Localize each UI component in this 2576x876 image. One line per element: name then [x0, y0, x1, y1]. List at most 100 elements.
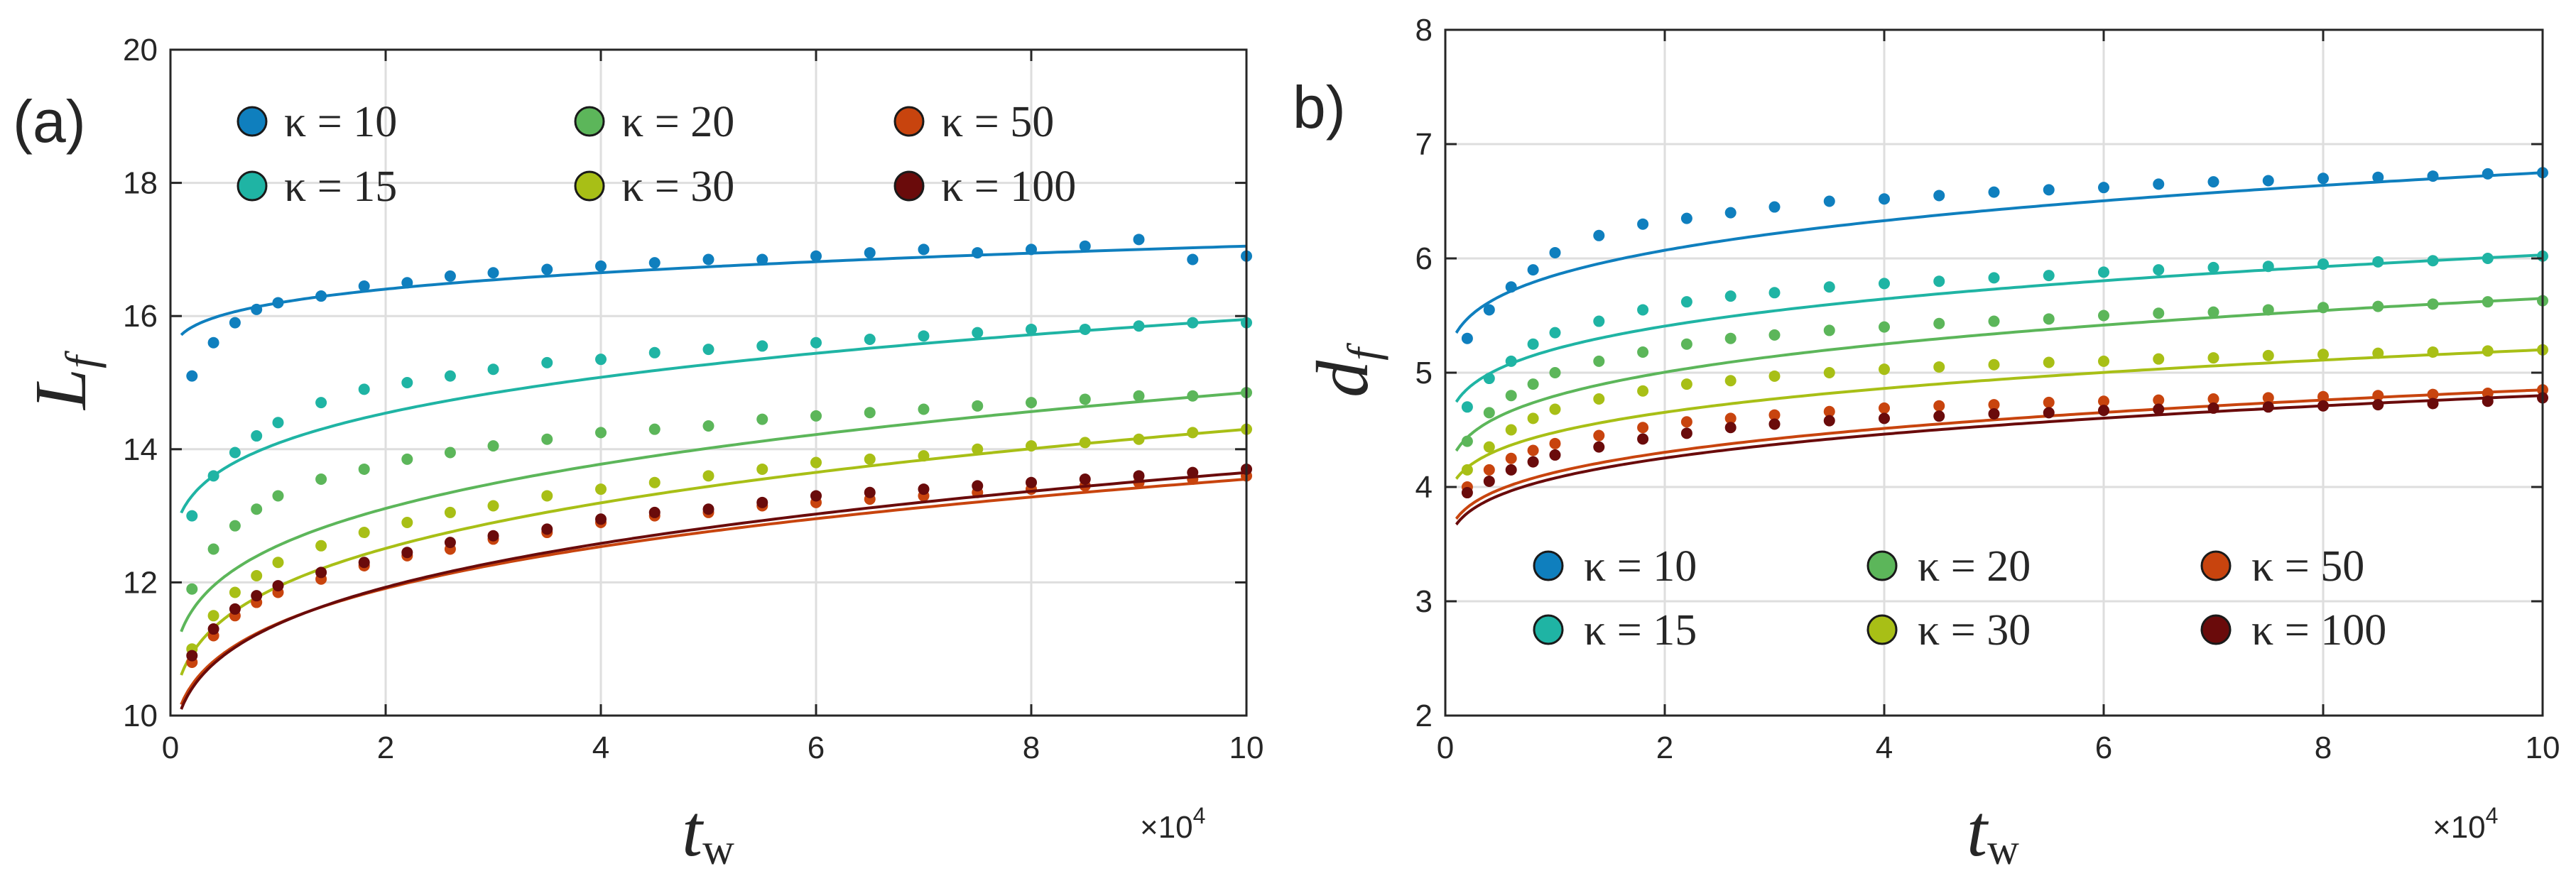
x-tick-label: 8: [2315, 730, 2332, 765]
data-point: [1988, 407, 2000, 420]
data-point: [1724, 422, 1737, 434]
data-point: [1483, 373, 1495, 385]
data-point: [2262, 401, 2274, 413]
data-point: [358, 280, 370, 292]
data-point: [1461, 487, 1473, 499]
data-point: [1879, 321, 1890, 333]
data-point: [1768, 409, 1781, 421]
data-point: [251, 590, 263, 602]
legend-marker: [1866, 614, 1898, 645]
data-point: [1933, 361, 1945, 373]
y-tick-label: 16: [123, 299, 158, 334]
legend-marker: [574, 170, 605, 202]
data-point: [1461, 435, 1473, 447]
legend-marker: [1866, 550, 1898, 581]
data-point: [541, 490, 553, 502]
data-point: [2372, 171, 2384, 183]
data-point: [1187, 427, 1199, 439]
data-point: [1483, 464, 1495, 476]
axes-box: [169, 48, 1248, 717]
data-point: [2262, 304, 2274, 316]
data-point: [2153, 264, 2165, 276]
data-point: [444, 447, 456, 459]
data-point: [702, 470, 714, 482]
data-point: [487, 530, 499, 542]
data-point: [1933, 275, 1945, 288]
data-point: [2372, 347, 2384, 359]
data-point: [2207, 402, 2219, 414]
data-point: [2427, 346, 2439, 358]
fit-curve: [180, 471, 1247, 710]
legend-label: κ = 30: [621, 163, 734, 211]
data-point: [2482, 253, 2494, 264]
data-point: [810, 456, 822, 469]
data-point: [2207, 393, 2219, 405]
data-point: [2482, 345, 2494, 357]
data-point: [702, 503, 714, 515]
data-point: [918, 330, 930, 342]
data-point: [1593, 315, 1605, 327]
legend-item: κ = 15: [1533, 606, 1697, 655]
y-tick-label: 2: [1415, 699, 1433, 733]
data-point: [1549, 403, 1561, 415]
data-point: [541, 263, 553, 275]
data-point: [1988, 315, 2000, 327]
data-point: [810, 490, 822, 502]
legend: κ = 10 κ = 15 κ = 20 κ = 30 κ = 50 κ = 100: [237, 98, 1076, 211]
data-point: [401, 277, 413, 289]
data-point: [1879, 193, 1890, 205]
data-point: [1079, 323, 1091, 335]
legend-marker: [237, 170, 268, 202]
data-point: [1637, 422, 1649, 434]
data-point: [595, 260, 607, 272]
x-tick-label: 0: [162, 730, 179, 765]
data-point: [2482, 387, 2494, 399]
data-point: [702, 420, 714, 432]
data-point: [648, 257, 661, 269]
data-point: [2317, 173, 2329, 185]
data-point: [1637, 385, 1649, 397]
fit-curve: [1455, 348, 2543, 480]
data-point: [1527, 378, 1539, 390]
data-point: [1079, 437, 1091, 449]
data-point: [1724, 290, 1737, 302]
data-point: [2427, 170, 2439, 182]
data-point: [2482, 296, 2494, 308]
x-tick-label: 8: [1023, 730, 1040, 765]
fit-curve: [180, 317, 1247, 514]
legend-item: κ = 30: [574, 163, 734, 211]
data-point: [444, 537, 456, 549]
data-point: [229, 317, 241, 329]
data-point: [2153, 353, 2165, 365]
data-point: [1079, 393, 1091, 405]
data-point: [1879, 363, 1890, 376]
x-tick-label: 2: [1656, 730, 1673, 765]
data-point: [1988, 358, 2000, 371]
data-point: [2372, 256, 2384, 268]
legend-label: κ = 100: [2251, 606, 2386, 655]
data-point: [2153, 403, 2165, 415]
data-point: [1527, 412, 1539, 425]
data-point: [1026, 476, 1037, 488]
x-tick-label: 10: [2526, 730, 2560, 765]
data-point: [1933, 410, 1945, 422]
data-point: [1680, 378, 1692, 390]
data-point: [1187, 466, 1199, 478]
data-point: [702, 344, 714, 356]
data-point: [2153, 307, 2165, 319]
data-point: [1988, 399, 2000, 411]
data-point: [2153, 394, 2165, 406]
data-point: [918, 450, 930, 462]
panel-label: (a): [13, 88, 86, 155]
data-point: [1593, 429, 1605, 442]
data-point: [918, 483, 930, 496]
data-point: [810, 250, 822, 262]
y-tick-label: 8: [1415, 13, 1433, 48]
data-point: [251, 503, 263, 515]
legend-item: κ = 10: [1533, 542, 1697, 591]
data-point: [1461, 401, 1473, 413]
data-point: [2207, 176, 2219, 188]
data-point: [864, 334, 876, 346]
